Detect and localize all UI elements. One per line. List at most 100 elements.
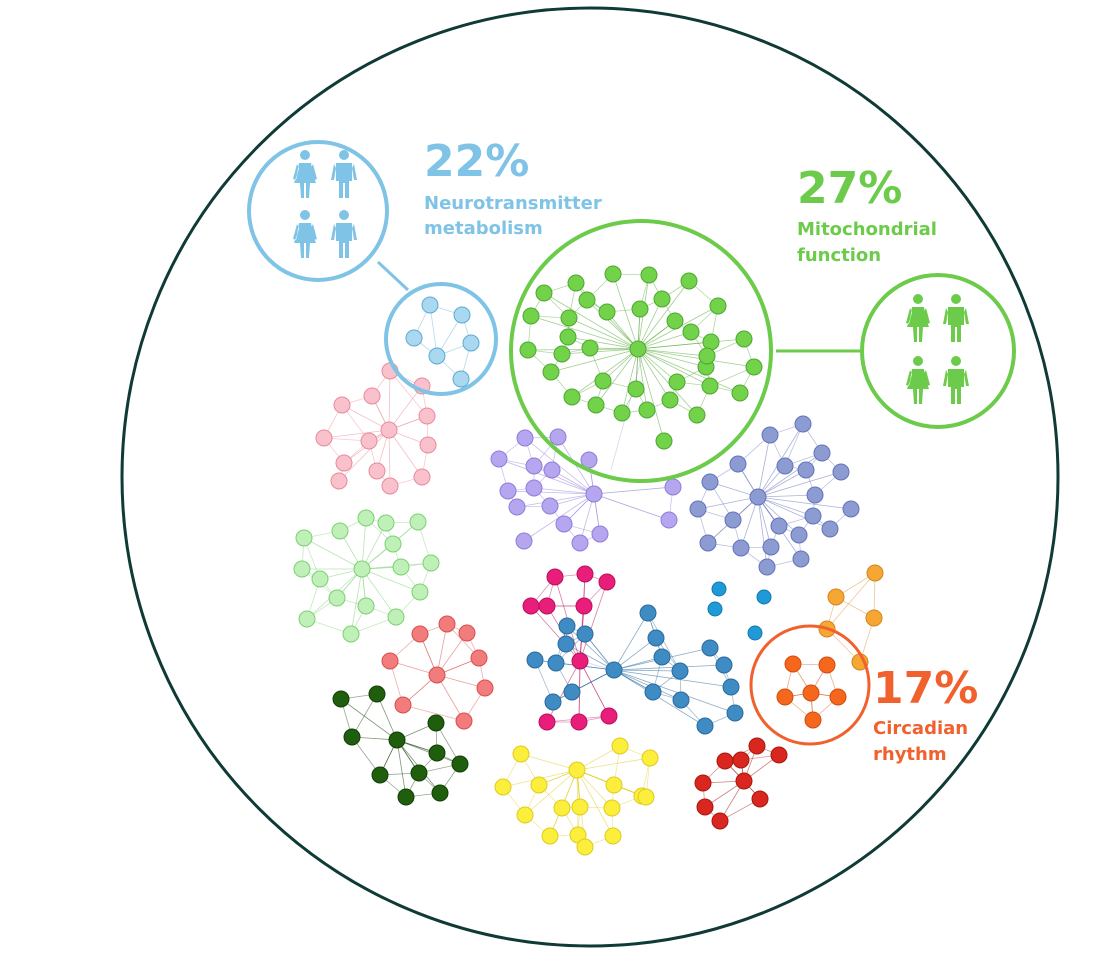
neuro-cluster-ring <box>384 282 498 396</box>
node-mito <box>680 272 698 290</box>
node-mito <box>563 388 581 406</box>
network-edge <box>757 496 772 548</box>
node-steelblue <box>639 604 657 622</box>
network-edge <box>341 404 390 431</box>
node-lavender <box>525 457 543 475</box>
node-lavender <box>543 461 561 479</box>
node-periwinkle <box>749 488 767 506</box>
node-magenta <box>575 597 593 615</box>
node-steelblue <box>671 662 689 680</box>
node-lightgreen <box>331 522 349 540</box>
node-mito <box>688 406 706 424</box>
node-lavender <box>555 515 573 533</box>
network-edge <box>388 429 423 478</box>
node-mito <box>631 300 649 318</box>
node-darkgreen <box>410 764 428 782</box>
node-mito <box>542 363 560 381</box>
node-steelblue <box>701 639 719 657</box>
node-pink <box>419 436 437 454</box>
node-red <box>696 798 714 816</box>
node-red <box>735 772 753 790</box>
node-neuro <box>452 370 470 388</box>
node-periwinkle <box>732 539 750 557</box>
node-red <box>732 751 750 769</box>
mito-people-circle <box>860 273 1016 429</box>
node-darkgreen <box>397 788 415 806</box>
node-red <box>770 746 788 764</box>
node-mito <box>598 303 616 321</box>
node-orange <box>802 684 820 702</box>
node-pink <box>335 454 353 472</box>
node-orange <box>784 655 802 673</box>
network-edge <box>579 581 608 662</box>
node-mito <box>587 396 605 414</box>
node-orange <box>818 656 836 674</box>
network-edge <box>388 370 391 431</box>
woman-icon <box>293 150 317 198</box>
node-periwinkle <box>729 455 747 473</box>
network-edge <box>757 469 807 498</box>
node-pink <box>380 421 398 439</box>
network-edge <box>621 348 639 414</box>
node-yellow <box>576 838 594 856</box>
network-edge <box>561 348 639 355</box>
node-orange <box>776 688 794 706</box>
node-lavender <box>508 498 526 516</box>
network-edge <box>593 486 674 495</box>
network-edge <box>498 458 595 495</box>
mito-cluster-ring <box>509 219 773 483</box>
network-edge <box>576 757 651 771</box>
neuro-highlight <box>247 140 498 396</box>
node-red <box>711 812 729 830</box>
network-edge <box>757 471 842 498</box>
node-mito <box>581 339 599 357</box>
node-periwinkle <box>689 500 707 518</box>
man-icon <box>943 356 969 404</box>
network-edge <box>637 348 707 368</box>
node-yellow <box>568 761 586 779</box>
node-magenta <box>538 597 556 615</box>
network-edge <box>757 452 823 498</box>
node-yellow <box>541 827 559 845</box>
network-edge <box>543 292 639 350</box>
node-yellow <box>603 799 621 817</box>
network-edge <box>757 496 814 517</box>
node-periwinkle <box>804 507 822 525</box>
node-magenta <box>522 597 540 615</box>
node-lavender <box>549 428 567 446</box>
node-lightgreen <box>392 558 410 576</box>
node-periwinkle <box>758 558 776 576</box>
node-mito <box>627 380 645 398</box>
node-magenta <box>600 707 618 725</box>
node-steelblue <box>696 717 714 735</box>
node-periwinkle <box>813 444 831 462</box>
mito-label-line2: function <box>797 245 881 266</box>
node-pink <box>413 468 431 486</box>
node-orange <box>804 711 822 729</box>
node-lavender <box>585 485 603 503</box>
network-edge <box>546 660 581 723</box>
network-edge <box>757 496 831 530</box>
node-lightgreen <box>342 625 360 643</box>
node-lavender <box>499 482 517 500</box>
network-edge <box>637 348 665 442</box>
node-steelblue <box>672 691 690 709</box>
node-magenta <box>576 565 594 583</box>
node-lightgreen <box>298 610 316 628</box>
node-lightgreen <box>353 560 371 578</box>
man-icon <box>943 294 969 342</box>
node-red <box>694 774 712 792</box>
node-periwinkle <box>792 550 810 568</box>
node-lightgreen <box>293 560 311 578</box>
node-mito <box>560 309 578 327</box>
node-lavender <box>660 511 678 529</box>
network-edge <box>568 317 639 350</box>
node-darkgreen <box>332 690 350 708</box>
node-periwinkle <box>699 534 717 552</box>
network-edge <box>388 385 423 431</box>
network-edge <box>637 348 671 401</box>
network-edge <box>396 739 461 765</box>
node-salmon <box>458 624 476 642</box>
network-edge <box>533 487 595 495</box>
